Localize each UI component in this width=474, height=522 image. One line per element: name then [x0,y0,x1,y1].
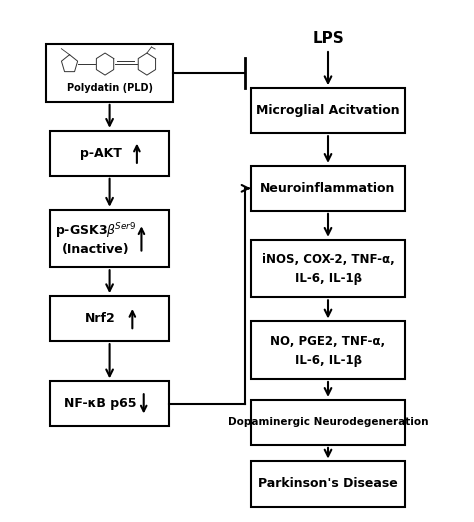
Text: NO, PGE2, TNF-α,: NO, PGE2, TNF-α, [271,335,385,348]
Text: Microglial Acitvation: Microglial Acitvation [256,104,400,117]
FancyBboxPatch shape [50,296,169,341]
Text: LPS: LPS [312,30,344,45]
Text: IL-6, IL-1β: IL-6, IL-1β [294,272,362,285]
FancyBboxPatch shape [50,210,169,267]
Text: p-GSK3$\beta$$^{Ser9}$: p-GSK3$\beta$$^{Ser9}$ [55,221,137,241]
FancyBboxPatch shape [251,400,405,445]
FancyBboxPatch shape [251,240,405,298]
Text: Dopaminergic Neurodegeneration: Dopaminergic Neurodegeneration [228,418,428,428]
Text: NF-κB p65: NF-κB p65 [64,397,137,410]
Text: Nrf2: Nrf2 [85,312,116,325]
Text: (Inactive): (Inactive) [62,243,130,256]
FancyBboxPatch shape [251,461,405,506]
Text: Parkinson's Disease: Parkinson's Disease [258,478,398,491]
Text: Polydatin (PLD): Polydatin (PLD) [66,83,153,93]
Text: iNOS, COX-2, TNF-α,: iNOS, COX-2, TNF-α, [262,253,394,266]
FancyBboxPatch shape [251,322,405,379]
FancyBboxPatch shape [50,381,169,426]
FancyBboxPatch shape [46,44,173,102]
FancyBboxPatch shape [251,166,405,211]
Text: p-AKT: p-AKT [80,147,121,160]
Text: Neuroinflammation: Neuroinflammation [260,182,396,195]
Text: IL-6, IL-1β: IL-6, IL-1β [294,354,362,367]
FancyBboxPatch shape [50,130,169,176]
FancyBboxPatch shape [251,88,405,133]
